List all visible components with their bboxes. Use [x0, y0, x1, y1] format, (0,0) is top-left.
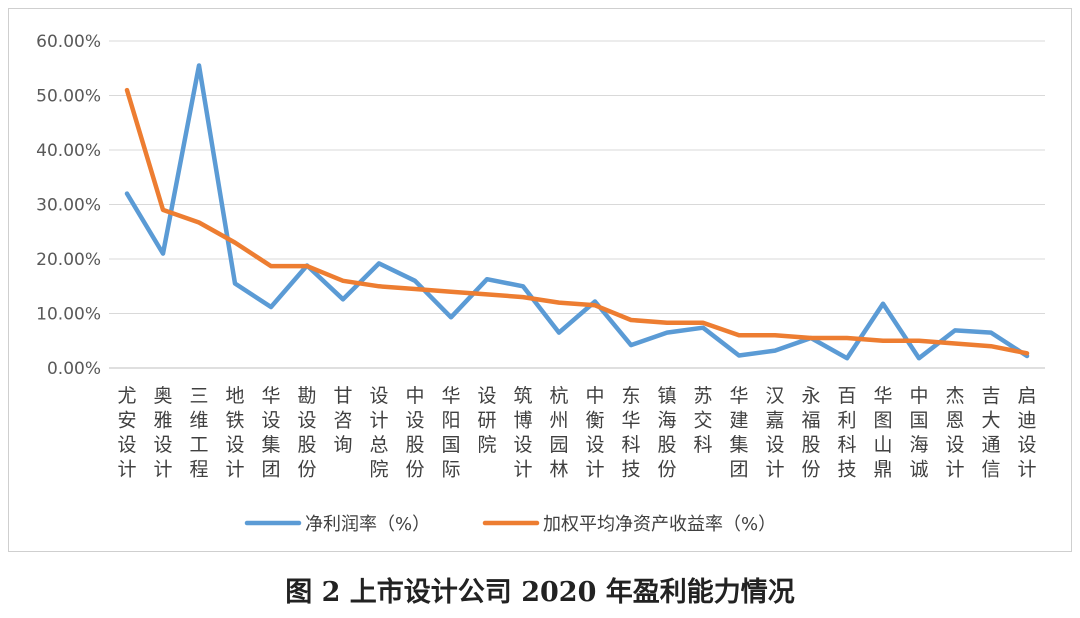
x-tick-label: 设研院 [477, 385, 496, 456]
x-tick-label: 中国海诚 [909, 385, 928, 481]
gridlines [109, 40, 1045, 369]
y-tick-label: 40.00% [36, 141, 101, 161]
x-tick-label: 吉大通信 [981, 385, 1000, 481]
y-axis-ticks: 0.00% 10.00% 20.00% 30.00% 40.00% 50.00% 60.00… [36, 32, 101, 379]
x-tick-label: 奥雅设计 [153, 385, 172, 481]
x-tick-label: 三维工程 [189, 385, 208, 481]
x-tick-label: 地铁设计 [225, 385, 244, 481]
x-tick-label: 镇海股份 [657, 385, 676, 481]
x-tick-label: 甘咨询 [333, 385, 352, 456]
x-tick-label: 华建集团 [729, 385, 748, 481]
x-tick-label: 东华科技 [621, 385, 640, 481]
y-tick-label: 0.00% [47, 359, 101, 379]
series-line-1 [124, 63, 1030, 361]
y-tick-label: 20.00% [36, 250, 101, 270]
x-tick-label: 永福股份 [801, 385, 820, 481]
x-tick-label: 汉嘉设计 [765, 385, 784, 481]
x-tick-label: 杭州园林 [549, 385, 568, 481]
x-tick-label: 华图山鼎 [873, 385, 892, 481]
legend-label-2: 加权平均净资产收益率（%） [543, 514, 776, 535]
x-tick-label: 苏交科 [693, 385, 712, 456]
x-tick-label: 启迪设计 [1017, 385, 1036, 481]
y-tick-label: 50.00% [36, 87, 101, 107]
series-line-2 [124, 87, 1030, 356]
x-tick-label: 百利科技 [837, 385, 856, 481]
chart-frame: 0.00% 10.00% 20.00% 30.00% 40.00% 50.00% 60.00… [8, 8, 1072, 552]
x-tick-label: 设计总院 [369, 385, 388, 481]
x-tick-label: 勘设股份 [297, 385, 316, 481]
line-chart: 0.00% 10.00% 20.00% 30.00% 40.00% 50.00% 60.00… [36, 32, 1045, 535]
series-lines [124, 63, 1030, 361]
x-tick-label: 尤安设计 [117, 385, 136, 481]
x-tick-label: 筑博设计 [513, 385, 532, 481]
x-tick-label: 中衡设计 [585, 385, 604, 481]
x-axis-ticks: 尤安设计奥雅设计三维工程地铁设计华设集团勘设股份甘咨询设计总院中设股份华阳国际设… [117, 385, 1036, 481]
legend: 净利润率（%） 加权平均净资产收益率（%） [244, 514, 776, 535]
figure-caption: 图 2 上市设计公司 2020 年盈利能力情况 [285, 577, 795, 608]
y-tick-label: 30.00% [36, 196, 101, 216]
x-tick-label: 华阳国际 [441, 385, 460, 481]
y-tick-label: 60.00% [36, 32, 101, 52]
x-tick-label: 华设集团 [261, 385, 280, 481]
x-tick-label: 杰恩设计 [945, 385, 964, 481]
y-tick-label: 10.00% [36, 305, 101, 325]
legend-label-1: 净利润率（%） [305, 514, 430, 535]
x-tick-label: 中设股份 [405, 385, 424, 481]
